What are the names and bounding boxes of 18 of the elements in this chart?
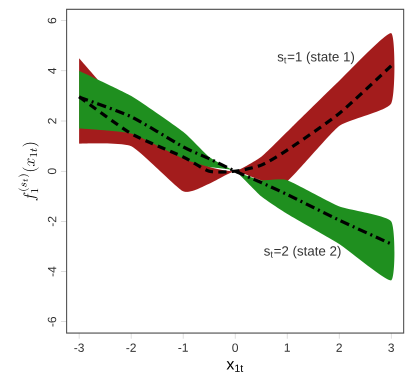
x-tick-label: 2 — [336, 343, 342, 352]
y-axis-title: $f_1^{(s_t)}(x_{1t})$ — [18, 142, 39, 200]
y-tick-label: 2 — [48, 118, 56, 124]
annotation: s$_{t}$=2 (state 2) — [264, 246, 341, 258]
y-tick-label: 0 — [48, 168, 56, 174]
x-tick-label: 3 — [388, 343, 394, 352]
y-tick-label: -6 — [48, 316, 56, 326]
x-axis-title: x$_{1t}$ — [226, 360, 244, 372]
x-tick-label: 0 — [232, 343, 238, 352]
y-tick-label: -4 — [48, 266, 56, 276]
y-tick-label: 4 — [48, 68, 56, 74]
x-tick-label: -3 — [74, 343, 84, 352]
y-tick-label: -2 — [48, 216, 56, 226]
x-tick-label: 1 — [284, 343, 290, 352]
x-tick-label: -2 — [126, 343, 136, 352]
x-tick-label: -1 — [178, 343, 188, 352]
annotation: s$_{t}$=1 (state 1) — [278, 52, 354, 64]
y-tick-label: 6 — [48, 18, 56, 24]
